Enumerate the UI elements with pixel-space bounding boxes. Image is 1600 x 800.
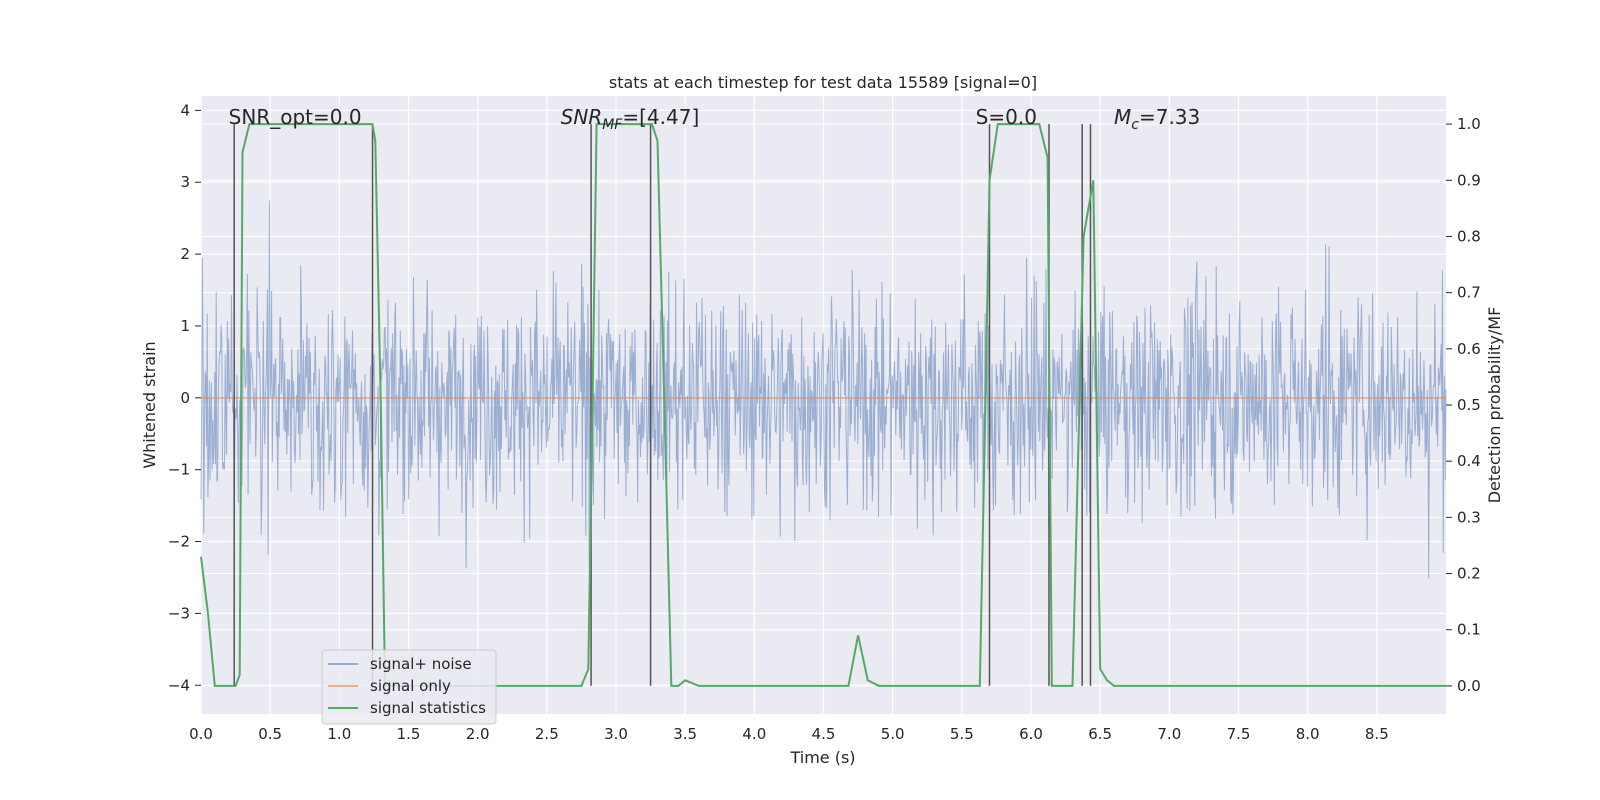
x-tick-label-16: 8.0 — [1296, 725, 1320, 743]
y2-axis-label: Detection probability/MF — [1485, 307, 1504, 504]
y-tick-label-6: −2 — [168, 533, 190, 551]
x-tick-label-6: 3.0 — [604, 725, 628, 743]
series-signal-statistics — [200, 123, 1446, 687]
x-tick-label-13: 6.5 — [1088, 725, 1112, 743]
y2-tick-labels: 1.0 0.9 0.8 0.7 0.6 0.5 0.4 0.3 0.2 0.1 0.0 — [1446, 115, 1481, 695]
y2-tick-label-4: 0.6 — [1457, 340, 1481, 358]
x-tick-label-2: 1.0 — [327, 725, 351, 743]
y-tick-label-5: −1 — [168, 461, 190, 479]
y-tick-label-2: 2 — [180, 245, 190, 263]
vertical-markers — [233, 124, 1092, 686]
y-tick-label-4: 0 — [180, 389, 190, 407]
x-tick-label-1: 0.5 — [258, 725, 282, 743]
annotations: SNR_opt=0.0 SNRMF=[4.47] S=0.0 Mc=7.33 — [229, 105, 1201, 133]
y2-tick-label-5: 0.5 — [1457, 396, 1481, 414]
annotation-0: SNR_opt=0.0 — [229, 105, 362, 129]
legend-label-signal-only: signal only — [370, 677, 451, 695]
series-signal-noise — [200, 200, 1447, 579]
y2-tick-label-6: 0.4 — [1457, 452, 1481, 470]
y2-tick-label-9: 0.1 — [1457, 621, 1481, 639]
x-axis-label: Time (s) — [789, 748, 855, 767]
chart-title: stats at each timestep for test data 155… — [609, 73, 1037, 92]
legend-label-noise: signal+ noise — [370, 655, 472, 673]
annotation-1: SNRMF=[4.47] — [561, 105, 700, 133]
y2-tick-label-1: 0.9 — [1457, 171, 1481, 189]
x-tick-label-11: 5.5 — [950, 725, 974, 743]
y-tick-label-7: −3 — [168, 604, 190, 622]
y-tick-labels: 4 3 2 1 0 −1 −2 −3 −4 — [168, 101, 201, 694]
y2-tick-label-10: 0.0 — [1457, 677, 1481, 695]
y2-tick-label-3: 0.7 — [1457, 284, 1481, 302]
x-tick-label-0: 0.0 — [189, 725, 213, 743]
legend: signal+ noise signal only signal statist… — [321, 649, 497, 725]
y-axis-label: Whitened strain — [140, 341, 159, 468]
noise-line — [200, 200, 1447, 579]
x-tick-label-9: 4.5 — [812, 725, 836, 743]
legend-label-statistics: signal statistics — [370, 699, 486, 717]
y-tick-label-1: 3 — [180, 173, 190, 191]
annotation-3: Mc=7.33 — [1114, 105, 1200, 133]
y-tick-label-8: −4 — [168, 676, 190, 694]
y2-tick-label-7: 0.3 — [1457, 508, 1481, 526]
x-tick-label-10: 5.0 — [881, 725, 905, 743]
x-tick-label-3: 1.5 — [397, 725, 421, 743]
y2-tick-label-2: 0.8 — [1457, 227, 1481, 245]
x-tick-labels: 0.0 0.5 1.0 1.5 2.0 2.5 3.0 3.5 4.0 4.5 5.0 5.5 6.0 6… — [189, 725, 1389, 743]
legend-box — [321, 649, 497, 725]
x-tick-label-12: 6.0 — [1019, 725, 1043, 743]
x-tick-label-14: 7.0 — [1157, 725, 1181, 743]
x-tick-label-5: 2.5 — [535, 725, 559, 743]
x-tick-label-7: 3.5 — [673, 725, 697, 743]
y-tick-label-0: 4 — [180, 101, 190, 119]
y-tick-label-3: 1 — [180, 317, 190, 335]
x-tick-label-4: 2.0 — [466, 725, 490, 743]
y2-tick-label-0: 1.0 — [1457, 115, 1481, 133]
y2-tick-label-8: 0.2 — [1457, 565, 1481, 583]
x-tick-label-8: 4.0 — [742, 725, 766, 743]
x-tick-label-15: 7.5 — [1227, 725, 1251, 743]
statistics-line — [200, 123, 1446, 687]
annotation-2: S=0.0 — [976, 105, 1037, 129]
x-tick-label-17: 8.5 — [1365, 725, 1389, 743]
